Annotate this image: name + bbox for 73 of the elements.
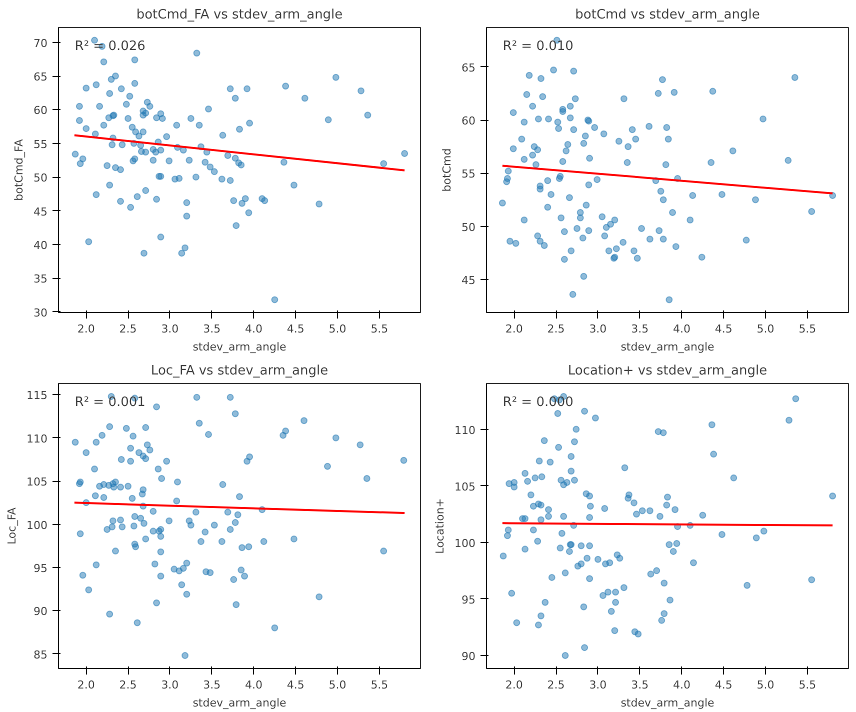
x-tick-label: 3.0 — [161, 322, 179, 336]
chart-title: Loc_FA vs stdev_arm_angle — [150, 364, 328, 378]
x-axis-title: stdev_arm_angle — [620, 696, 715, 710]
x-tick-label: 2.5 — [119, 322, 137, 336]
y-tick-label: 70 — [34, 36, 48, 50]
x-tick-label: 3.0 — [589, 322, 607, 336]
y-tick-label: 115 — [26, 389, 48, 402]
x-tick-label: 5.0 — [756, 678, 774, 692]
x-tick-label: 2.0 — [77, 678, 95, 692]
x-axis-title: stdev_arm_angle — [620, 340, 715, 354]
x-tick-label: 3.0 — [589, 678, 607, 692]
x-tick-label: 3.5 — [631, 678, 649, 692]
x-tick-label: 4.5 — [286, 678, 304, 692]
y-tick-label: 35 — [34, 272, 48, 286]
x-tick-label: 5.5 — [798, 678, 816, 692]
x-tick-label: 4.0 — [673, 322, 690, 336]
y-tick-label: 65 — [462, 61, 476, 74]
y-tick-label: 65 — [34, 70, 48, 84]
y-tick-label: 105 — [454, 480, 476, 494]
x-tick-label: 4.0 — [245, 678, 262, 692]
x-tick-label: 4.0 — [673, 678, 690, 692]
x-tick-label: 2.0 — [505, 322, 523, 336]
y-tick-label: 55 — [462, 168, 476, 181]
annotation: R² = 0.001 — [74, 394, 146, 410]
x-tick-label: 2.5 — [119, 678, 137, 692]
y-tick-label: 85 — [34, 648, 48, 662]
annotation: R² = 0.010 — [502, 38, 574, 54]
y-tick-label: 95 — [462, 593, 476, 606]
x-tick-label: 5.0 — [756, 322, 774, 336]
x-tick-label: 3.0 — [161, 678, 179, 692]
x-tick-label: 5.0 — [328, 322, 346, 336]
x-tick-label: 4.0 — [245, 322, 262, 336]
x-tick-label: 3.5 — [203, 322, 221, 336]
y-tick-label: 60 — [462, 114, 476, 128]
y-axis-title: botCmd_FA — [12, 138, 26, 201]
y-tick-label: 100 — [26, 518, 48, 532]
x-axis-title: stdev_arm_angle — [192, 340, 287, 354]
chart-title: botCmd vs stdev_arm_angle — [575, 8, 760, 22]
x-tick-label: 2.0 — [505, 678, 523, 692]
y-tick-label: 60 — [34, 104, 48, 118]
y-tick-label: 90 — [462, 650, 476, 663]
y-tick-label: 100 — [454, 536, 476, 550]
y-tick-label: 110 — [454, 424, 476, 437]
x-tick-label: 3.5 — [631, 322, 649, 336]
x-tick-label: 4.5 — [286, 322, 304, 336]
y-tick-label: 50 — [462, 220, 476, 234]
x-tick-label: 5.5 — [370, 678, 388, 692]
y-tick-label: 105 — [26, 476, 48, 489]
x-tick-label: 2.5 — [547, 322, 565, 336]
y-tick-label: 50 — [34, 172, 48, 185]
x-axis-title: stdev_arm_angle — [192, 696, 287, 710]
x-tick-label: 4.5 — [714, 322, 732, 336]
y-tick-label: 40 — [34, 238, 48, 252]
y-axis-title: botCmd — [440, 148, 454, 192]
x-tick-label: 5.5 — [370, 322, 388, 336]
y-axis-title: Loc_FA — [6, 506, 19, 545]
x-tick-label: 4.5 — [714, 678, 732, 692]
chart-title: botCmd_FA vs stdev_arm_angle — [136, 8, 343, 22]
y-tick-label: 45 — [462, 274, 476, 288]
x-tick-label: 3.5 — [203, 678, 221, 692]
y-tick-label: 110 — [26, 432, 48, 446]
y-axis-title: Location+ — [434, 498, 447, 554]
y-tick-label: 45 — [34, 205, 48, 218]
y-tick-label: 90 — [34, 605, 48, 618]
y-tick-label: 30 — [34, 306, 48, 320]
x-tick-label: 2.0 — [77, 322, 95, 336]
y-tick-label: 95 — [34, 562, 48, 575]
chart-title: Location+ vs stdev_arm_angle — [568, 364, 768, 378]
annotation: R² = 0.000 — [502, 394, 574, 410]
y-tick-label: 55 — [34, 138, 48, 151]
x-tick-label: 5.5 — [798, 322, 816, 336]
x-tick-label: 5.0 — [328, 678, 346, 692]
x-tick-label: 2.5 — [547, 678, 565, 692]
